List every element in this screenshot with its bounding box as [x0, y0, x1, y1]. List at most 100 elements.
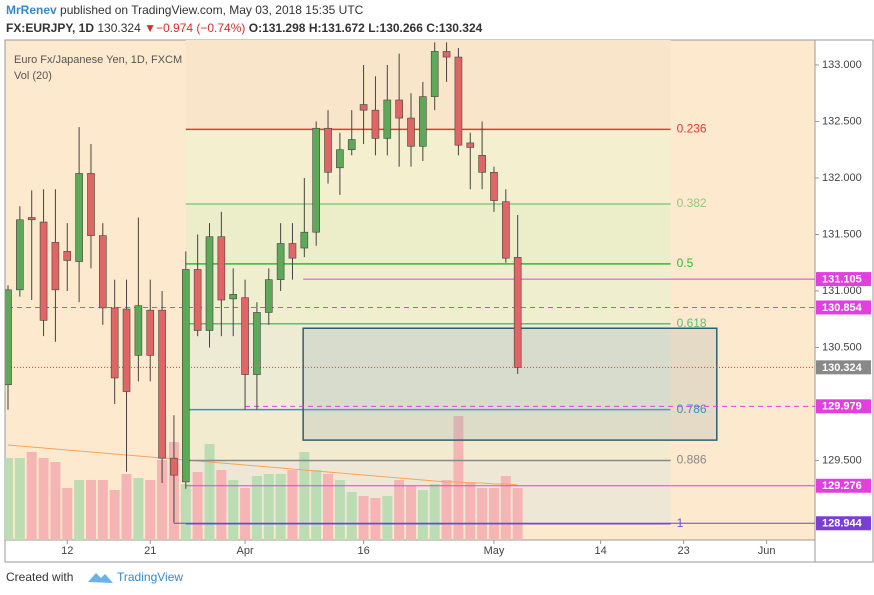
candle-body — [134, 305, 143, 356]
logo — [88, 573, 113, 583]
candle-body — [193, 269, 202, 331]
candle-body — [110, 307, 119, 379]
candle-body — [371, 109, 380, 139]
price-label-bg — [816, 360, 871, 375]
price-label-bg — [816, 300, 871, 315]
volume-bar — [133, 478, 144, 540]
volume-bar — [14, 458, 25, 540]
x-tick-label: 16 — [357, 545, 369, 557]
volume-bar — [346, 492, 357, 540]
volume-bar — [512, 488, 523, 540]
candle-body — [490, 172, 498, 201]
symbol: FX:EURJPY, 1D — [6, 21, 95, 35]
candle-body — [170, 457, 178, 476]
volume-bar — [50, 462, 61, 540]
volume-legend: Vol (20) — [14, 70, 52, 82]
volume-bar — [192, 472, 203, 540]
volume-bar — [145, 480, 156, 540]
arrow: ▼ — [144, 21, 156, 35]
candle-body — [347, 139, 356, 151]
volume-bar — [5, 458, 13, 540]
price-label: 131.105 — [822, 274, 862, 286]
candle-body — [312, 127, 320, 233]
fib-label: 0.786 — [677, 402, 707, 416]
fib-band — [185, 40, 671, 130]
fib-label: 1 — [677, 516, 684, 530]
candle-body — [442, 51, 451, 58]
price-label: 129.276 — [822, 480, 862, 492]
price-label-bg — [816, 516, 871, 531]
volume-bar — [453, 416, 464, 540]
footer-created: Created with — [6, 570, 73, 584]
volume-bar — [97, 480, 108, 540]
candle-body — [253, 312, 261, 375]
candle-body — [264, 279, 273, 313]
candle-body — [181, 269, 190, 483]
candle-body — [16, 219, 24, 291]
volume-ma — [7, 444, 518, 486]
footer-brand[interactable]: TradingView — [117, 570, 183, 584]
volume-bar — [26, 452, 37, 540]
volume-bar — [263, 474, 274, 540]
candle-body — [205, 236, 214, 331]
x-tick-label: Jun — [758, 545, 776, 557]
y-tick-label: 132.000 — [822, 172, 862, 184]
candle-body — [395, 99, 403, 119]
volume-bar — [85, 480, 96, 540]
fib-label: 0.5 — [677, 256, 694, 270]
volume-bar — [370, 498, 381, 540]
candle-body — [39, 221, 48, 321]
volume-bar — [121, 474, 132, 540]
author[interactable]: MrRenev — [6, 3, 57, 17]
volume-bar — [157, 460, 168, 540]
candle-body — [63, 251, 72, 261]
change: −0.974 (−0.74%) — [156, 21, 246, 35]
candle-body — [75, 173, 83, 262]
volume-bar — [74, 480, 85, 540]
volume-bar — [488, 488, 499, 540]
candle-body — [158, 309, 166, 459]
volume-bar — [180, 484, 191, 540]
price-label: 129.979 — [822, 401, 862, 413]
last: 130.324 — [97, 21, 141, 35]
volume-bar — [441, 480, 452, 540]
y-tick-label: 131.500 — [822, 228, 862, 240]
fib-band — [185, 409, 671, 461]
price-label: 128.944 — [822, 518, 863, 530]
y-tick-label: 132.500 — [822, 115, 862, 127]
fib-band — [185, 323, 671, 410]
fib-label: 0.886 — [677, 453, 707, 467]
candle-body — [146, 309, 155, 356]
volume-bar — [429, 484, 440, 540]
price-label: 130.854 — [822, 302, 863, 314]
volume-bar — [406, 486, 416, 540]
volume-bar — [477, 488, 488, 540]
x-tick-label: 21 — [144, 545, 156, 557]
candle-body — [407, 117, 415, 147]
fib-band — [185, 203, 671, 264]
volume-bar — [251, 476, 262, 540]
volume-bar — [500, 476, 511, 540]
y-tick-label: 133.000 — [822, 59, 862, 71]
volume-bar — [394, 480, 405, 540]
candle-body — [454, 56, 463, 146]
chart-title: Euro Fx/Japanese Yen, 1D, FXCM — [14, 54, 182, 66]
open: O:131.298 — [248, 21, 306, 35]
publish-line: MrRenev published on TradingView.com, Ma… — [6, 3, 363, 17]
x-tick-label: 14 — [595, 545, 607, 557]
x-tick-label: 12 — [61, 545, 73, 557]
candle-body — [478, 155, 486, 173]
x-tick-label: Apr — [236, 545, 253, 557]
fib-label: 0.382 — [677, 196, 707, 210]
candle-body — [122, 308, 131, 392]
volume-bar — [334, 480, 345, 540]
candle-body — [288, 243, 297, 259]
candle-body — [336, 149, 344, 169]
candle-body — [99, 235, 107, 309]
candle-body — [383, 99, 392, 139]
candle-body — [513, 256, 522, 368]
price-label-bg — [816, 399, 871, 414]
candle-body — [502, 201, 510, 259]
